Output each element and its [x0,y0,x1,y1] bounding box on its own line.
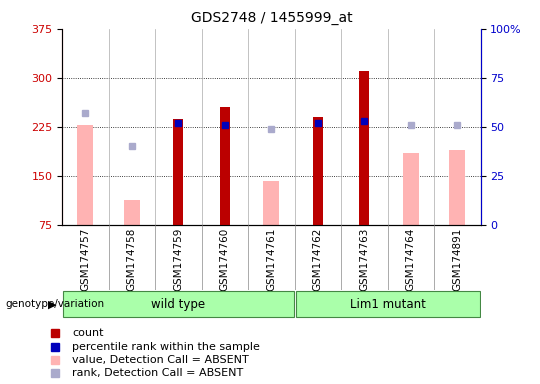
Bar [173,119,184,225]
Text: percentile rank within the sample: percentile rank within the sample [72,342,260,352]
Title: GDS2748 / 1455999_at: GDS2748 / 1455999_at [191,11,352,25]
Bar [124,200,140,225]
Bar [77,125,93,225]
Text: GSM174759: GSM174759 [173,228,184,291]
Text: GSM174758: GSM174758 [127,228,137,291]
Text: GSM174761: GSM174761 [266,228,276,291]
Text: wild type: wild type [151,298,205,311]
Bar [263,181,280,225]
FancyBboxPatch shape [63,291,294,317]
Text: GSM174762: GSM174762 [313,228,323,291]
Bar [313,117,323,225]
Text: rank, Detection Call = ABSENT: rank, Detection Call = ABSENT [72,368,244,378]
Bar [449,149,465,225]
Text: value, Detection Call = ABSENT: value, Detection Call = ABSENT [72,355,249,365]
Bar [403,153,419,225]
Text: GSM174757: GSM174757 [80,228,90,291]
Text: GSM174760: GSM174760 [220,228,230,291]
Text: Lim1 mutant: Lim1 mutant [350,298,426,311]
Text: count: count [72,328,104,338]
Text: GSM174764: GSM174764 [406,228,416,291]
Bar [220,107,230,225]
FancyBboxPatch shape [295,291,480,317]
Bar [359,71,369,225]
Text: GSM174763: GSM174763 [359,228,369,291]
Text: GSM174891: GSM174891 [453,228,462,291]
Text: ▶: ▶ [48,299,57,310]
Text: genotype/variation: genotype/variation [5,299,105,310]
